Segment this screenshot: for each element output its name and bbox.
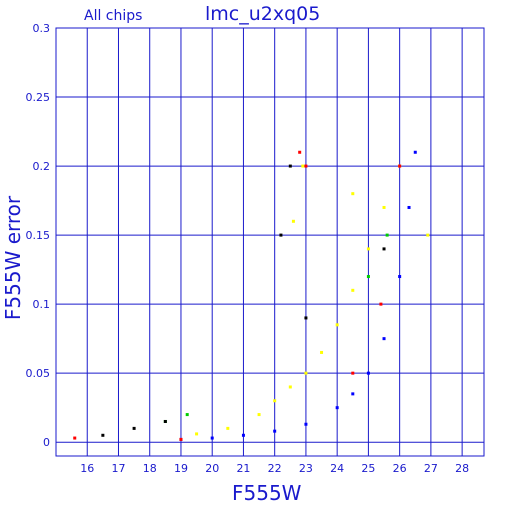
point-blue [407, 205, 411, 209]
x-tick-label: 19 [174, 462, 188, 475]
x-tick-label: 18 [143, 462, 157, 475]
point-black [163, 419, 167, 423]
x-tick-label: 24 [330, 462, 344, 475]
y-tick-label: 0.05 [26, 367, 51, 380]
data-points [73, 150, 430, 441]
point-blue [351, 392, 355, 396]
chart-title: lmc_u2xq05 [205, 3, 320, 25]
point-blue [413, 150, 417, 154]
point-yellow [226, 426, 230, 430]
x-tick-label: 23 [299, 462, 313, 475]
point-yellow [382, 205, 386, 209]
x-tick-label: 26 [393, 462, 407, 475]
x-tick-label: 28 [455, 462, 469, 475]
point-blue [241, 433, 245, 437]
x-tick-label: 17 [111, 462, 125, 475]
point-blue [366, 371, 370, 375]
point-yellow [320, 350, 324, 354]
point-black [304, 316, 308, 320]
plot-frame [55, 27, 485, 457]
x-tick-label: 27 [424, 462, 438, 475]
point-yellow [366, 247, 370, 251]
point-red [73, 436, 77, 440]
point-yellow [301, 164, 305, 168]
point-red [379, 302, 383, 306]
y-tick-label: 0.1 [33, 298, 51, 311]
point-blue [335, 406, 339, 410]
point-blue [210, 436, 214, 440]
y-tick-label: 0.3 [33, 22, 51, 35]
x-tick-labels: 16 17 18 19 20 21 22 23 24 25 26 27 28 [80, 462, 469, 475]
point-red [351, 371, 355, 375]
y-tick-label: 0.15 [26, 229, 51, 242]
point-black [132, 426, 136, 430]
point-yellow [291, 219, 295, 223]
point-yellow [351, 192, 355, 196]
x-tick-label: 25 [361, 462, 375, 475]
x-axis-label: F555W [232, 481, 302, 505]
point-blue [382, 337, 386, 341]
point-yellow [288, 385, 292, 389]
y-tick-label: 0 [43, 436, 50, 449]
point-yellow [351, 288, 355, 292]
point-black [382, 247, 386, 251]
point-black [288, 164, 292, 168]
point-red [179, 437, 183, 441]
x-tick-label: 22 [268, 462, 282, 475]
point-yellow [426, 233, 430, 237]
point-red [298, 150, 302, 154]
chart-subtitle: All chips [84, 8, 142, 24]
point-green [185, 413, 189, 417]
point-red [304, 164, 308, 168]
point-red [398, 164, 402, 168]
point-green [366, 275, 370, 279]
x-tick-label: 21 [236, 462, 250, 475]
point-black [101, 433, 105, 437]
point-yellow [195, 432, 199, 436]
y-tick-label: 0.25 [26, 91, 51, 104]
x-tick-label: 20 [205, 462, 219, 475]
point-yellow [273, 399, 277, 403]
point-blue [398, 275, 402, 279]
point-blue [273, 429, 277, 433]
point-yellow [304, 371, 308, 375]
y-tick-labels: 0 0.05 0.1 0.15 0.2 0.25 0.3 [26, 22, 51, 449]
point-yellow [257, 413, 261, 417]
point-yellow [335, 323, 339, 327]
point-black [279, 233, 283, 237]
point-green [385, 233, 389, 237]
grid-lines [56, 27, 484, 456]
point-blue [304, 422, 308, 426]
y-axis-label: F555W error [1, 195, 25, 320]
x-tick-label: 16 [80, 462, 94, 475]
y-tick-label: 0.2 [33, 160, 51, 173]
